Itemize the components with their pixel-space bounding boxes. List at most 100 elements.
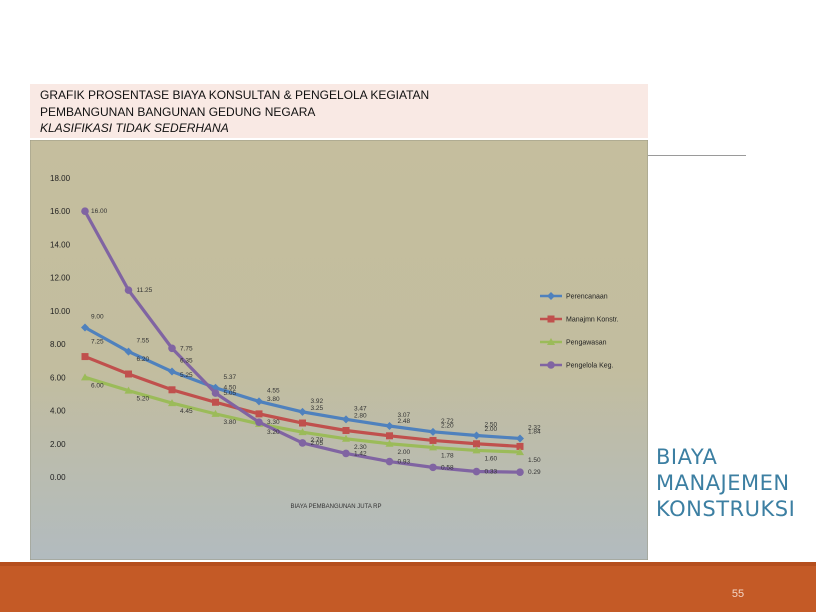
data-point [429,427,437,436]
data-point [124,347,133,356]
data-point [81,353,89,361]
data-label: 7.75 [180,345,193,352]
data-point [342,426,350,434]
data-label: 9.00 [91,314,104,321]
data-point [342,434,350,442]
data-point [255,397,263,406]
data-label: 16.00 [91,208,108,215]
data-point [81,373,89,381]
data-point [472,446,481,454]
data-label: 5.37 [224,374,237,381]
side-title-line-2: MANAJEMEN [656,471,790,495]
data-point [472,467,481,476]
data-label: 3.07 [398,412,411,419]
data-point [429,443,437,451]
data-label: 2.32 [528,424,541,431]
data-label: 2.00 [485,426,498,433]
data-point [429,463,437,472]
footer-bar: 55 [0,566,816,612]
x-axis-label: BIAYA PEMBANGUNAN JUTA RP [290,504,381,510]
data-label: 2.80 [354,412,367,419]
data-label: 4.55 [267,387,280,394]
data-point [298,439,307,447]
legend-marker [547,292,555,300]
side-title: BIAYA MANAJEMEN KONSTRUKSI [656,444,816,522]
data-point [255,410,263,418]
data-point [516,434,524,443]
data-label: 0.58 [441,464,454,471]
data-point [125,370,132,378]
data-label: 3.20 [267,429,280,436]
footer-accent [0,562,816,566]
page-number: 55 [731,588,745,600]
data-point [298,428,307,436]
data-label: 0.29 [528,469,541,476]
data-label: 5.25 [180,372,193,379]
data-label: 3.30 [267,419,280,426]
data-label: 6.00 [91,382,104,389]
data-point [168,399,176,407]
data-label: 2.70 [311,437,324,444]
data-point [385,422,394,431]
data-point [385,439,394,447]
data-label: 1.84 [528,428,541,435]
line-chart: 0.00 2.00 4.00 6.00 8.00 10.00 12.00 14.00 16.00… [30,140,648,560]
data-point [124,286,133,294]
data-point [168,386,176,394]
y-tick-label: 12.00 [50,274,71,283]
data-point [168,367,176,376]
data-label: 2.05 [311,440,324,447]
data-label: 1.60 [485,455,498,462]
data-point [516,448,524,456]
data-label: 2.72 [441,418,454,425]
y-tick-label: 4.00 [50,407,66,416]
data-point [472,431,481,440]
series-3 [81,373,524,456]
legend-item: Pengelola Keg. [540,361,614,370]
data-point [298,407,307,416]
chart-title-line-3: KLASIFIKASI TIDAK SEDERHANA [40,121,229,135]
data-point [81,323,89,332]
legend-marker [547,361,555,369]
series-4 [81,207,524,476]
data-label: 5.20 [137,396,150,403]
data-label: 7.25 [91,339,104,346]
data-point [81,207,89,216]
data-label: 1.50 [528,457,541,464]
y-tick-label: 18.00 [50,174,71,183]
data-label: 2.48 [398,418,411,425]
data-point [342,449,350,458]
side-title-line-3: KONSTRUKSI [656,497,796,521]
legend-label: Pengawasan [566,340,607,347]
data-label: 2.30 [354,444,367,451]
data-point [385,457,394,466]
data-label: 4.50 [224,384,237,391]
data-point [168,344,176,353]
legend-label: Pengelola Keg. [566,363,614,370]
data-point [516,468,524,476]
data-point [342,415,350,424]
y-tick-label: 6.00 [50,373,66,382]
chart-title-box: GRAFIK PROSENTASE BIAYA KONSULTAN & PENG… [30,84,648,138]
data-label: 3.47 [354,405,367,412]
y-tick-label: 14.00 [50,240,71,249]
plot-background [30,140,648,560]
chart-title-line-2: PEMBANGUNAN BANGUNAN GEDUNG NEGARA [40,105,316,119]
data-label: 2.50 [485,421,498,428]
chart-area: 0.00 2.00 4.00 6.00 8.00 10.00 12.00 14.00 16.00… [30,140,648,560]
data-point [516,442,524,450]
legend-label: Manajmn Konstr. [566,317,619,324]
data-point [429,436,437,444]
divider-line [648,155,746,156]
data-label: 4.45 [180,408,193,415]
data-label: 7.55 [137,338,150,345]
data-point [255,418,263,426]
data-label: 3.80 [224,419,237,426]
data-label: 1.42 [354,450,367,457]
side-title-line-1: BIAYA [656,445,718,469]
data-point [473,440,480,448]
legend-label: Perencanaan [566,294,608,301]
y-tick-label: 0.00 [50,473,66,482]
y-tick-label: 16.00 [50,207,71,216]
data-label: 0.93 [398,459,411,466]
